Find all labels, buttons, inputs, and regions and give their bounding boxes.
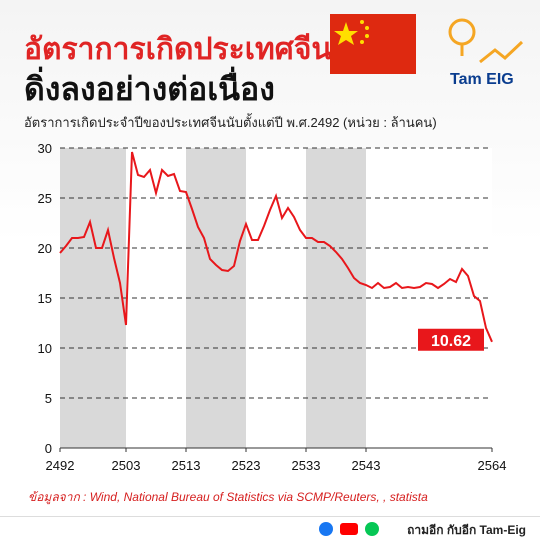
logo: Tam EIG <box>448 18 524 88</box>
label-box <box>418 328 484 351</box>
y-tick-label: 10 <box>38 341 52 356</box>
x-tick-label: 2533 <box>292 458 321 473</box>
chart: 0 5 10 15 20 25 30 2492 2503 2513 2523 2533 2543 2564… <box>38 141 507 473</box>
x-tick-label: 2523 <box>232 458 261 473</box>
y-tick-label: 0 <box>45 441 52 456</box>
x-tick-label: 2513 <box>172 458 201 473</box>
title-line1: อัตราการเกิดประเทศจีน <box>24 33 332 66</box>
social-icons <box>319 522 379 536</box>
logo-text: Tam EIG <box>450 71 514 88</box>
x-tick-label: 2543 <box>352 458 381 473</box>
y-tick-label: 20 <box>38 241 52 256</box>
footer-bar: ถามอีก กับอีก Tam-Eig <box>0 516 540 540</box>
x-tick-label: 2492 <box>46 458 75 473</box>
y-tick-label: 5 <box>45 391 52 406</box>
y-tick-label: 30 <box>38 141 52 156</box>
source: ข้อมูลจาก : Wind, National Bureau of Sta… <box>28 490 428 504</box>
x-tick-label: 2503 <box>112 458 141 473</box>
x-tick-label: 2564 <box>478 458 507 473</box>
data-line <box>59 151 493 343</box>
subtitle: อัตราการเกิดประจำปีของประเทศจีนนับตั้งแต… <box>24 115 437 130</box>
title-line2: ดิ่งลงอย่างต่อเนื่อง <box>24 71 275 107</box>
y-tick-label: 15 <box>38 291 52 306</box>
footer-text: ถามอีก กับอีก Tam-Eig <box>407 523 526 537</box>
y-tick-label: 25 <box>38 191 52 206</box>
data-label: 10.62 <box>431 333 471 350</box>
flag <box>330 14 416 74</box>
